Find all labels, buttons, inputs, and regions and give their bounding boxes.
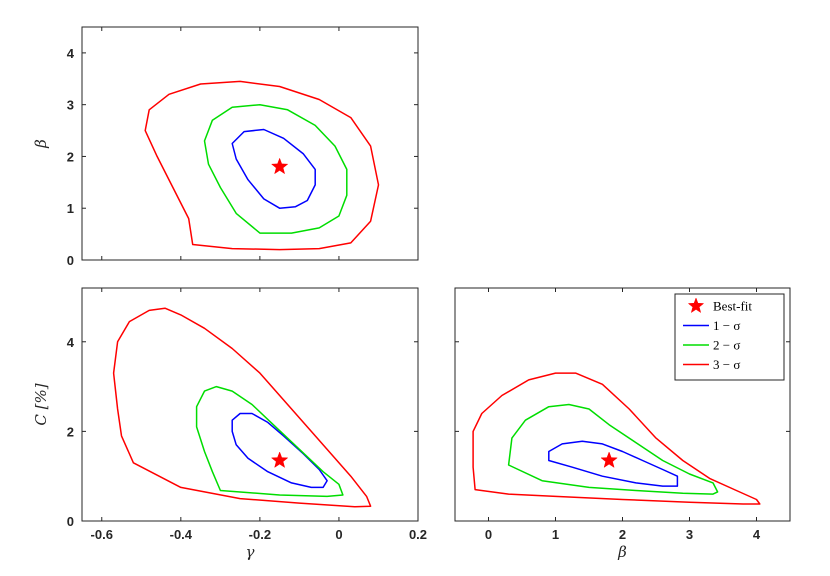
x-tick-label: 0.2 <box>409 527 427 542</box>
x-tick-label: -0.2 <box>249 527 271 542</box>
plot-frame <box>81 287 419 522</box>
y-tick-label: 0 <box>67 514 74 529</box>
x-tick-label: -0.4 <box>170 527 193 542</box>
legend-entry-label: Best-fit <box>713 299 752 314</box>
legend-entry-label: 2 − σ <box>713 338 740 353</box>
legend-star-marker <box>687 297 705 314</box>
y-axis-label: C [%] <box>32 383 50 425</box>
contour-3-sigma <box>472 372 761 505</box>
contour-3-sigma <box>112 307 372 508</box>
contour-2-sigma <box>203 103 348 234</box>
contour-2-sigma <box>195 385 344 498</box>
contour-2-sigma <box>507 403 719 495</box>
x-tick-label: 1 <box>552 527 559 542</box>
y-tick-label: 4 <box>67 335 75 350</box>
contour-1-sigma <box>548 440 679 487</box>
panel-gamma-beta: 0 1 2 3 4 β <box>32 26 419 268</box>
x-tick-label: -0.6 <box>91 527 113 542</box>
x-axis-label: β <box>617 543 627 561</box>
y-tick-label: 3 <box>67 98 74 113</box>
y-axis-label: β <box>32 139 50 149</box>
best-fit-marker <box>600 451 618 468</box>
x-tick-label: 3 <box>686 527 693 542</box>
x-tick-label: 4 <box>753 527 761 542</box>
plot-frame <box>81 26 419 261</box>
x-axis-label: γ <box>246 543 255 561</box>
x-tick-label: 0 <box>485 527 492 542</box>
contour-3-sigma <box>144 80 380 251</box>
y-tick-label: 2 <box>67 424 74 439</box>
panel-beta-C: 0 1 2 3 4 β Best-fit 1 − σ 2 − σ 3 − σ <box>454 287 791 561</box>
panel-gamma-C: -0.6 -0.4 -0.2 0 0.2 0 2 4 γ C [%] <box>32 287 427 561</box>
best-fit-marker <box>270 157 289 175</box>
best-fit-marker <box>270 451 289 468</box>
y-tick-label: 4 <box>67 46 75 61</box>
legend: Best-fit 1 − σ 2 − σ 3 − σ <box>674 293 785 381</box>
legend-entry-label: 1 − σ <box>713 318 740 333</box>
y-tick-label: 1 <box>67 201 74 216</box>
legend-entry-label: 3 − σ <box>713 357 740 372</box>
x-tick-label: 2 <box>619 527 626 542</box>
contour-1-sigma <box>231 412 328 489</box>
x-tick-label: 0 <box>335 527 342 542</box>
contour-1-sigma <box>231 128 316 209</box>
y-tick-label: 0 <box>67 253 74 268</box>
y-tick-label: 2 <box>67 149 74 164</box>
